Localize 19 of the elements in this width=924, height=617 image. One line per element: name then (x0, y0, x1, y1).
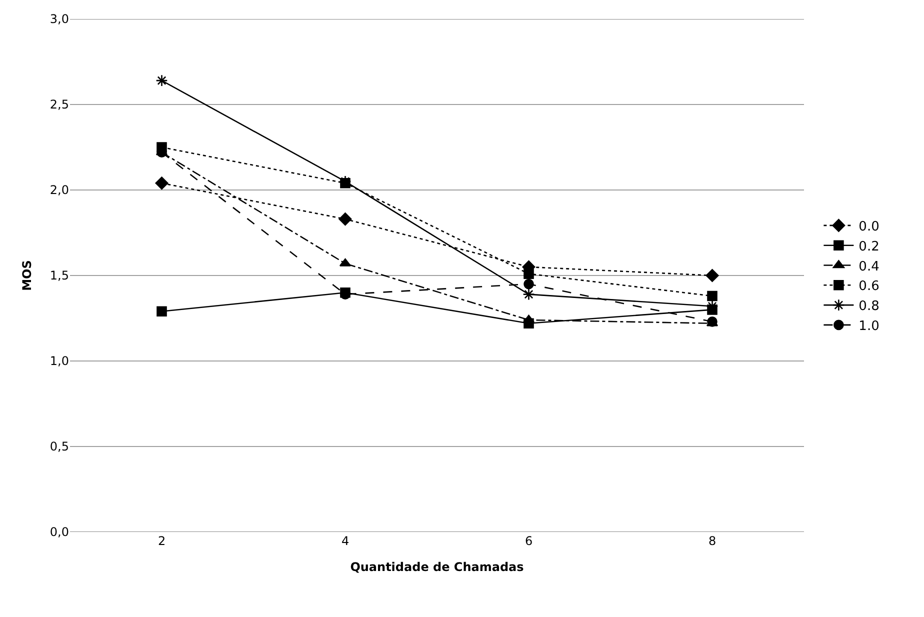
x-tick-label: 4 (341, 534, 350, 548)
x-tick-label: 6 (524, 534, 533, 548)
y-tick-label: 2,5 (50, 98, 69, 112)
legend-label: 0.0 (858, 220, 880, 235)
y-tick-label: 3,0 (50, 12, 69, 26)
y-tick-label: 2,0 (50, 183, 69, 198)
y-tick-label: 0,5 (50, 440, 69, 454)
legend-label: 1.0 (858, 319, 880, 334)
y-axis-title: MOS (20, 260, 34, 291)
legend-label: 0.6 (858, 279, 880, 294)
legend-label: 0.8 (858, 299, 880, 314)
x-tick-label: 2 (158, 534, 166, 548)
y-tick-label: 0,0 (50, 525, 69, 540)
y-tick-label: 1,0 (50, 354, 69, 368)
legend-label: 0.4 (858, 259, 880, 274)
x-tick-label: 8 (708, 534, 716, 548)
x-axis-title: Quantidade de Chamadas (350, 560, 524, 574)
y-tick-label: 1,5 (50, 268, 69, 283)
legend-label: 0.2 (858, 239, 880, 254)
